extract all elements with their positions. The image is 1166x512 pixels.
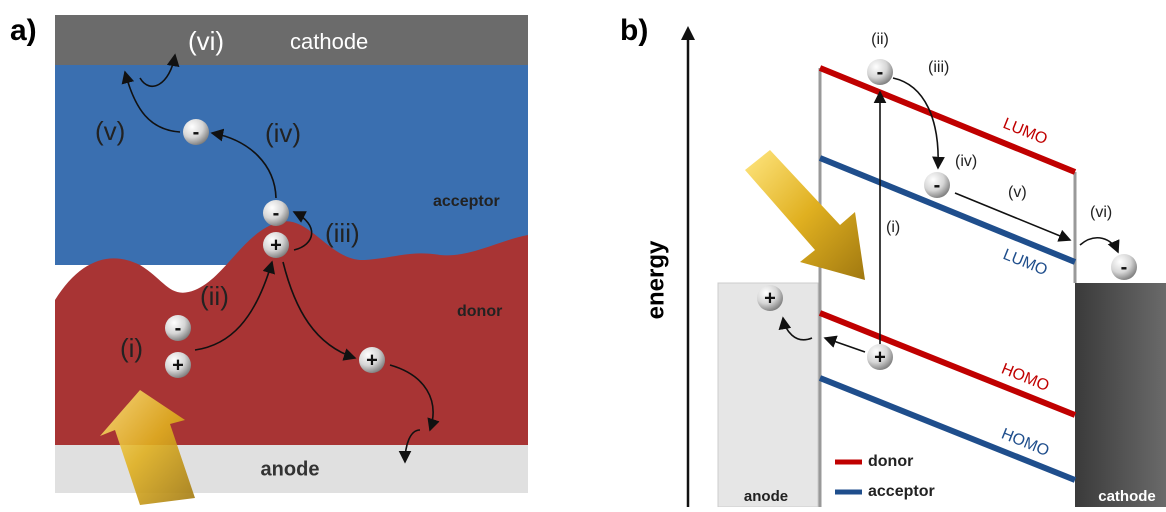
- step-label: (v): [1008, 184, 1027, 201]
- step-label: (ii): [871, 31, 889, 48]
- step-label: (iv): [955, 153, 977, 170]
- step-label: (i): [120, 333, 143, 363]
- electrode-label: anode: [261, 458, 320, 480]
- region-label: acceptor: [433, 193, 500, 210]
- charge-sign: -: [934, 174, 941, 196]
- charge-sign: -: [175, 317, 182, 339]
- step-label: (vi): [188, 26, 224, 56]
- electrode-label: anode: [744, 488, 788, 505]
- charge-sign: +: [172, 354, 184, 376]
- step-label: (iii): [928, 59, 949, 76]
- charge-sign: -: [193, 121, 200, 143]
- step-label: (v): [95, 116, 125, 146]
- electrode-label: cathode: [1098, 488, 1156, 505]
- step-label: (iv): [265, 118, 301, 148]
- acceptor-homo: [820, 378, 1075, 480]
- charge-sign: -: [877, 61, 884, 83]
- region-label: donor: [457, 303, 502, 320]
- electrode-label: cathode: [290, 29, 368, 54]
- anode-block: [718, 283, 818, 507]
- axis-label: energy: [642, 240, 669, 319]
- charge-sign: +: [874, 346, 886, 368]
- arrow: [825, 338, 865, 352]
- donor-lumo: [820, 68, 1075, 172]
- charge-sign: -: [273, 202, 280, 224]
- charge-sign: -: [1121, 256, 1128, 278]
- charge-sign: +: [764, 287, 776, 309]
- step-label: (vi): [1090, 204, 1112, 221]
- legend-label: donor: [868, 453, 913, 470]
- panel-label: a): [10, 14, 37, 47]
- cathode-block: [1075, 283, 1166, 507]
- legend-label: acceptor: [868, 483, 935, 500]
- arrow: [1080, 238, 1118, 252]
- step-label: (iii): [325, 218, 360, 248]
- step-label: (i): [886, 219, 900, 236]
- charge-sign: +: [270, 234, 282, 256]
- axis-arrow: [681, 26, 695, 40]
- step-label: (ii): [200, 281, 229, 311]
- arrow: [893, 78, 938, 168]
- charge-sign: +: [366, 349, 378, 371]
- donor-homo: [820, 313, 1075, 415]
- panel-label: b): [620, 14, 648, 47]
- figure: a) cathode anode acceptor donor (i) (ii)…: [0, 0, 1166, 507]
